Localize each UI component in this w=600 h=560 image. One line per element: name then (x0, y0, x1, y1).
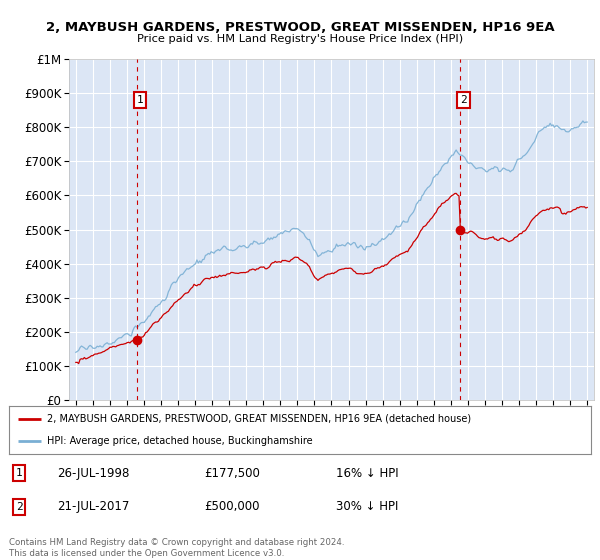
Text: 21-JUL-2017: 21-JUL-2017 (57, 500, 130, 514)
Text: Price paid vs. HM Land Registry's House Price Index (HPI): Price paid vs. HM Land Registry's House … (137, 34, 463, 44)
Text: 2, MAYBUSH GARDENS, PRESTWOOD, GREAT MISSENDEN, HP16 9EA (detached house): 2, MAYBUSH GARDENS, PRESTWOOD, GREAT MIS… (47, 414, 471, 424)
Text: £177,500: £177,500 (204, 466, 260, 480)
Text: HPI: Average price, detached house, Buckinghamshire: HPI: Average price, detached house, Buck… (47, 436, 313, 446)
Text: 1: 1 (137, 95, 143, 105)
Text: Contains HM Land Registry data © Crown copyright and database right 2024.
This d: Contains HM Land Registry data © Crown c… (9, 538, 344, 558)
Text: 26-JUL-1998: 26-JUL-1998 (57, 466, 130, 480)
Text: 16% ↓ HPI: 16% ↓ HPI (336, 466, 398, 480)
Text: 1: 1 (16, 468, 23, 478)
Text: £500,000: £500,000 (204, 500, 260, 514)
Text: 2: 2 (460, 95, 467, 105)
Text: 2: 2 (16, 502, 23, 512)
Text: 2, MAYBUSH GARDENS, PRESTWOOD, GREAT MISSENDEN, HP16 9EA: 2, MAYBUSH GARDENS, PRESTWOOD, GREAT MIS… (46, 21, 554, 34)
Text: 30% ↓ HPI: 30% ↓ HPI (336, 500, 398, 514)
